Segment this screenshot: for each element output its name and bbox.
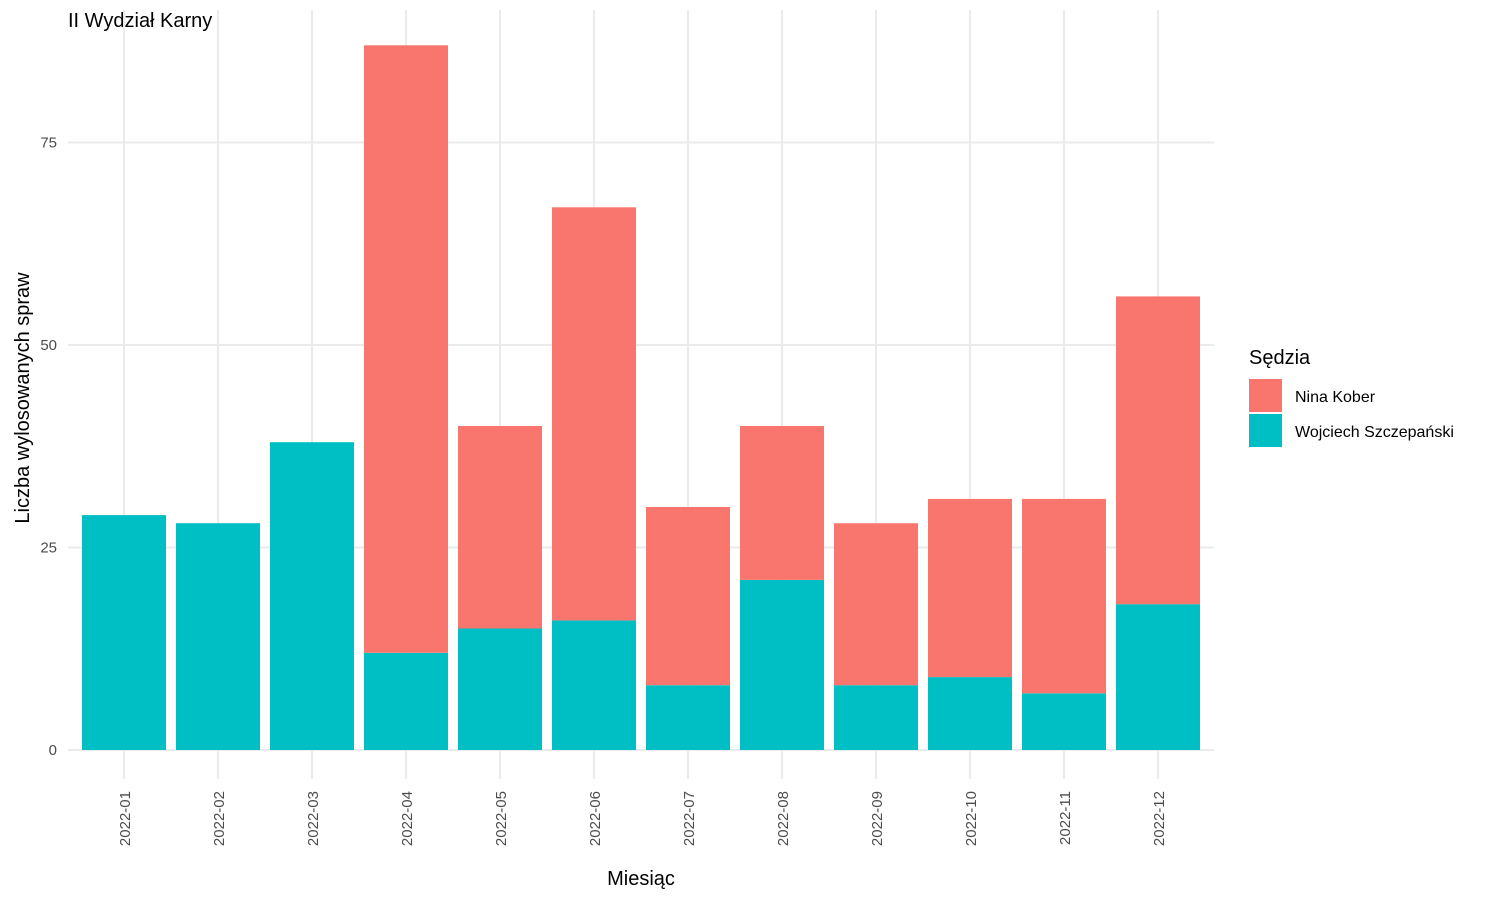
- bars: [82, 45, 1200, 750]
- bar-wojciech-szczepa-ski: [646, 685, 730, 750]
- bar-wojciech-szczepa-ski: [928, 677, 1012, 750]
- legend-label: Nina Kober: [1295, 389, 1376, 406]
- bar-wojciech-szczepa-ski: [82, 515, 166, 750]
- x-tick-label: 2022-03: [305, 791, 322, 846]
- bar-nina-kober: [1022, 498, 1106, 694]
- x-tick-label: 2022-10: [963, 791, 980, 846]
- bar-wojciech-szczepa-ski: [552, 620, 636, 750]
- y-axis-title: Liczba wylosowanych spraw: [12, 272, 34, 524]
- legend-swatch: [1249, 379, 1282, 412]
- bar-wojciech-szczepa-ski: [1116, 604, 1200, 750]
- chart-title: II Wydział Karny: [68, 10, 212, 32]
- bar-nina-kober: [458, 426, 542, 629]
- y-tick-label: 50: [40, 337, 57, 354]
- x-tick-label: 2022-12: [1151, 791, 1168, 846]
- bar-nina-kober: [740, 426, 824, 580]
- y-tick-label: 75: [40, 135, 57, 152]
- bar-wojciech-szczepa-ski: [364, 652, 448, 750]
- x-axis-ticks: 2022-01 2022-02 2022-03 2022-04 2022-05 2022-…: [117, 791, 1168, 846]
- bar-wojciech-szczepa-ski: [834, 685, 918, 750]
- bar-nina-kober: [928, 498, 1012, 678]
- bar-nina-kober: [834, 523, 918, 686]
- x-tick-label: 2022-07: [681, 791, 698, 846]
- bar-wojciech-szczepa-ski: [176, 523, 260, 750]
- bar-nina-kober: [552, 207, 636, 621]
- y-tick-label: 0: [49, 742, 57, 759]
- bar-nina-kober: [1116, 296, 1200, 605]
- x-tick-label: 2022-06: [587, 791, 604, 846]
- legend-label: Wojciech Szczepański: [1295, 424, 1454, 441]
- legend-title: Sędzia: [1249, 347, 1311, 369]
- bar-nina-kober: [646, 507, 730, 686]
- x-axis-title: Miesiąc: [607, 868, 675, 890]
- x-tick-label: 2022-11: [1057, 791, 1074, 845]
- bar-wojciech-szczepa-ski: [1022, 693, 1106, 750]
- x-tick-label: 2022-02: [211, 791, 228, 846]
- bar-wojciech-szczepa-ski: [740, 579, 824, 750]
- x-tick-label: 2022-09: [869, 791, 886, 846]
- x-tick-label: 2022-08: [775, 791, 792, 846]
- y-tick-label: 25: [40, 540, 57, 557]
- x-tick-label: 2022-04: [399, 791, 416, 846]
- legend-swatch: [1249, 414, 1282, 447]
- x-tick-label: 2022-05: [493, 791, 510, 846]
- bar-wojciech-szczepa-ski: [458, 628, 542, 750]
- y-axis-ticks: 0 25 50 75: [40, 135, 57, 760]
- bar-nina-kober: [364, 45, 448, 653]
- x-tick-label: 2022-01: [117, 791, 134, 846]
- bar-wojciech-szczepa-ski: [270, 442, 354, 750]
- legend: Sędzia Nina Kober Wojciech Szczepański: [1249, 347, 1454, 447]
